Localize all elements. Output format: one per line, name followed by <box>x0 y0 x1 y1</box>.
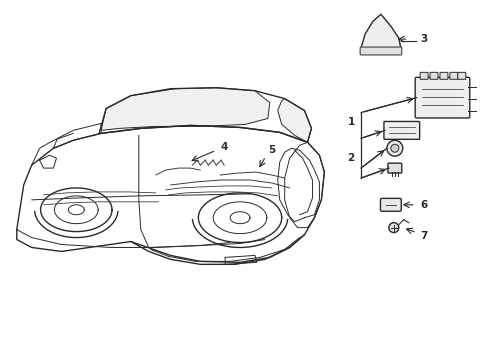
FancyBboxPatch shape <box>450 72 458 79</box>
Text: 6: 6 <box>420 200 427 210</box>
FancyBboxPatch shape <box>458 72 466 79</box>
Text: 5: 5 <box>268 145 275 155</box>
FancyBboxPatch shape <box>440 72 448 79</box>
FancyBboxPatch shape <box>384 121 419 139</box>
Circle shape <box>391 144 399 152</box>
FancyBboxPatch shape <box>415 77 470 118</box>
Polygon shape <box>278 99 312 142</box>
Text: 2: 2 <box>347 153 355 163</box>
Text: 7: 7 <box>420 230 427 240</box>
FancyBboxPatch shape <box>360 47 402 55</box>
Circle shape <box>389 223 399 233</box>
Text: 1: 1 <box>347 117 355 127</box>
FancyBboxPatch shape <box>388 163 402 173</box>
FancyBboxPatch shape <box>380 198 401 211</box>
Text: 3: 3 <box>420 34 427 44</box>
Circle shape <box>387 140 403 156</box>
Text: 4: 4 <box>220 142 228 152</box>
Polygon shape <box>101 88 270 130</box>
Polygon shape <box>361 14 401 48</box>
FancyBboxPatch shape <box>420 72 428 79</box>
FancyBboxPatch shape <box>430 72 438 79</box>
